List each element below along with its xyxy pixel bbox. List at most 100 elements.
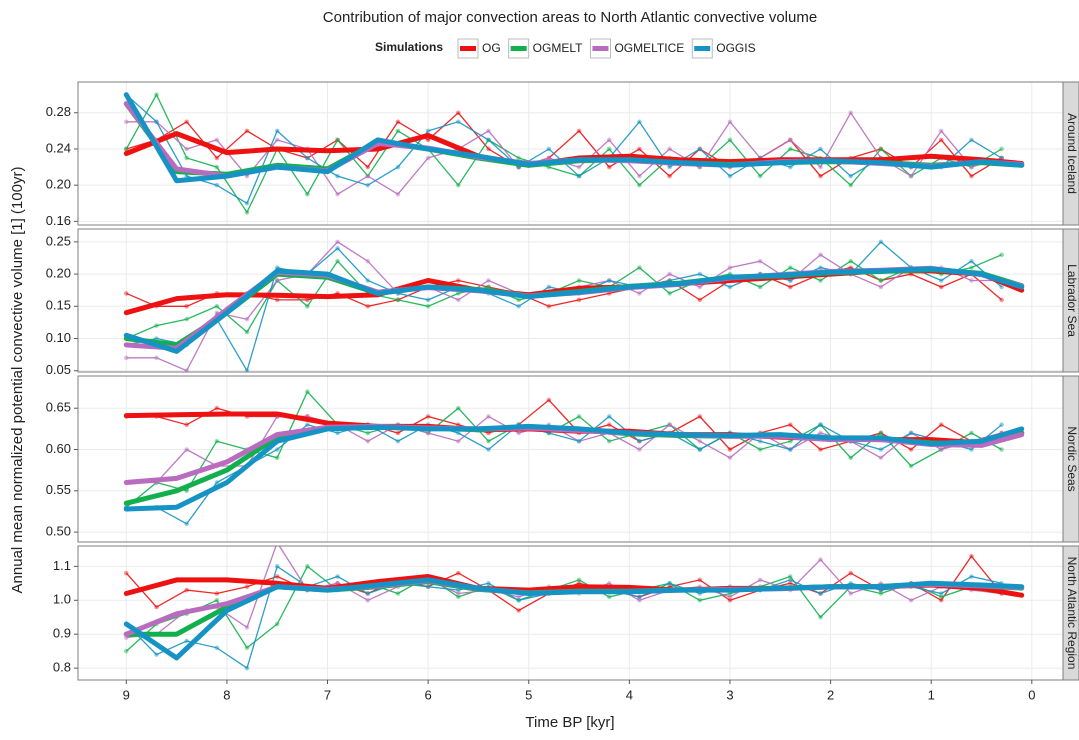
data-point (727, 173, 733, 179)
data-point (999, 252, 1004, 258)
data-point (727, 594, 733, 600)
data-point (727, 447, 733, 452)
x-tick-label: 3 (726, 687, 733, 702)
y-tick-label: 0.15 (46, 298, 71, 313)
data-point (757, 577, 763, 583)
x-tick-label: 4 (626, 687, 633, 702)
panel-data (123, 389, 1025, 527)
y-tick-label: 0.55 (46, 482, 71, 497)
y-tick-label: 0.25 (46, 233, 71, 248)
data-point (244, 584, 250, 590)
series-line (126, 415, 1003, 525)
data-point (576, 438, 582, 444)
data-point (395, 119, 401, 125)
panel-background (78, 546, 1063, 680)
strip-label: Around Iceland (1065, 113, 1079, 194)
x-tick-label: 7 (324, 687, 331, 702)
data-point (123, 146, 129, 152)
data-point (818, 557, 823, 562)
data-point (425, 584, 431, 590)
data-point (606, 146, 612, 152)
x-tick-label: 6 (425, 687, 432, 702)
data-point (727, 284, 733, 290)
data-point (425, 155, 431, 161)
panel-data (123, 546, 1025, 671)
data-point (637, 265, 642, 270)
data-point (576, 164, 582, 170)
data-point (697, 447, 703, 452)
data-point (969, 574, 974, 579)
data-point (184, 521, 189, 527)
data-point (123, 355, 129, 361)
data-point (395, 430, 401, 436)
data-point (938, 284, 944, 290)
data-point (425, 430, 431, 436)
data-point (788, 146, 793, 152)
data-point (818, 591, 823, 596)
data-point (335, 173, 340, 179)
data-point (184, 303, 189, 309)
data-point (697, 577, 703, 583)
y-tick-label: 1.1 (53, 558, 71, 573)
data-point (274, 297, 280, 303)
data-point (878, 278, 884, 283)
data-point (788, 447, 793, 452)
y-tick-label: 0.16 (46, 213, 71, 228)
y-tick-label: 0.20 (46, 177, 71, 192)
data-point (274, 137, 280, 143)
legend-label: OG (482, 41, 501, 55)
data-point (938, 597, 944, 603)
data-point (516, 303, 521, 309)
data-point (123, 119, 129, 125)
data-point (516, 430, 521, 436)
data-point (999, 284, 1004, 290)
data-point (154, 652, 159, 657)
data-point (727, 597, 733, 603)
data-point (365, 164, 371, 170)
data-point (486, 146, 491, 152)
data-point (938, 278, 944, 283)
data-point (878, 430, 884, 436)
data-point (395, 438, 401, 444)
data-point (365, 173, 371, 179)
data-point (818, 447, 823, 452)
data-point (335, 246, 340, 251)
x-tick-label: 8 (223, 687, 230, 702)
data-point (184, 155, 189, 161)
data-point (214, 645, 220, 651)
data-point (818, 146, 823, 152)
legend: Simulations OG OGMELT OGMELTICE OGGIS (375, 38, 756, 59)
data-point (244, 625, 250, 630)
data-point (969, 447, 974, 452)
y-tick-label: 0.9 (53, 626, 71, 641)
data-point (154, 323, 159, 328)
data-point (546, 397, 552, 403)
data-point (335, 574, 340, 579)
y-tick-label: 0.24 (46, 140, 71, 155)
data-point (576, 278, 582, 283)
data-point (818, 430, 823, 436)
data-point (395, 297, 401, 303)
data-point (486, 438, 491, 444)
data-point (486, 414, 491, 419)
data-point (606, 137, 612, 143)
data-point (365, 278, 371, 283)
data-point (667, 271, 672, 277)
data-point (305, 303, 310, 309)
y-tick-label: 0.65 (46, 400, 71, 415)
data-point (818, 422, 823, 428)
data-point (154, 355, 159, 361)
data-point (335, 258, 340, 264)
data-point (878, 146, 884, 152)
data-point (908, 430, 914, 436)
data-point (486, 128, 491, 134)
data-point (184, 447, 189, 452)
data-point (788, 164, 793, 170)
data-point (184, 119, 189, 125)
data-point (757, 258, 763, 264)
y-tick-label: 0.60 (46, 441, 71, 456)
x-tick-label: 2 (827, 687, 834, 702)
data-point (274, 574, 280, 579)
data-point (757, 447, 763, 452)
